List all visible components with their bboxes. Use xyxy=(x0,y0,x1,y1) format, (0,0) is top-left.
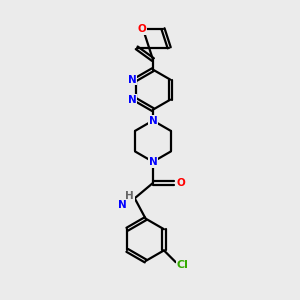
Text: O: O xyxy=(176,178,185,188)
Text: N: N xyxy=(128,75,136,85)
Text: N: N xyxy=(148,116,157,126)
Text: N: N xyxy=(148,157,157,167)
Text: N: N xyxy=(128,94,136,105)
Text: Cl: Cl xyxy=(177,260,188,269)
Text: N: N xyxy=(118,200,127,210)
Text: O: O xyxy=(137,24,146,34)
Text: H: H xyxy=(125,191,134,201)
